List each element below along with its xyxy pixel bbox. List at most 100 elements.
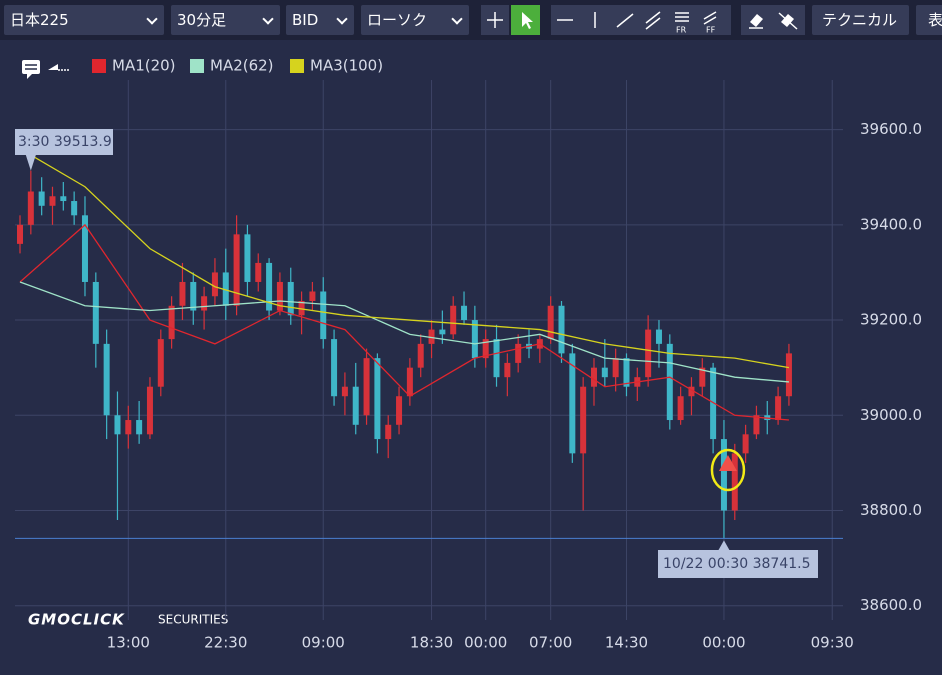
candle-body xyxy=(276,281,283,311)
candle-body xyxy=(471,320,478,359)
candle-body xyxy=(363,358,370,416)
candle-body xyxy=(655,329,662,344)
candle-body xyxy=(428,329,435,344)
candle-body xyxy=(688,386,695,397)
legend-label: MA3(100) xyxy=(310,57,383,75)
svg-text:FR: FR xyxy=(676,26,687,35)
candle-body xyxy=(222,272,229,306)
cursor-button[interactable] xyxy=(511,5,540,35)
x-tick-label: 00:00 xyxy=(464,634,507,652)
candle-body xyxy=(547,305,554,340)
candle-body xyxy=(103,343,110,416)
candle-body xyxy=(309,291,316,302)
y-tick-label: 38600.0 xyxy=(860,596,922,614)
candle-body xyxy=(287,281,294,316)
x-tick-label: 09:00 xyxy=(302,634,345,652)
y-tick-label: 39600.0 xyxy=(860,120,922,138)
x-tick-label: 00:00 xyxy=(702,634,745,652)
x-tick-label: 13:00 xyxy=(107,634,150,652)
style-select[interactable]: ローソク xyxy=(361,5,469,35)
candle-body xyxy=(92,281,99,344)
candle-body xyxy=(244,234,251,282)
candle-body xyxy=(179,281,186,306)
watermark-brand: GMOCLICK xyxy=(28,611,125,629)
candle-body xyxy=(255,262,262,282)
candle-body xyxy=(201,296,208,311)
candle-body xyxy=(81,215,88,282)
candle-body xyxy=(417,343,424,368)
table-button[interactable]: 表 xyxy=(916,5,942,35)
candle-body xyxy=(710,367,717,440)
candle-body xyxy=(450,305,457,335)
candle-body xyxy=(331,339,338,397)
candle-body xyxy=(168,305,175,340)
candle-body xyxy=(396,396,403,425)
toolbar: 日本225 30分足 BID ローソク FR FF テクニカル 表 xyxy=(0,0,942,40)
candle-body xyxy=(352,386,359,425)
candle-body xyxy=(320,291,327,340)
x-tick-label: 14:30 xyxy=(605,634,648,652)
candle-body xyxy=(233,234,240,306)
low-label-pointer xyxy=(717,540,730,551)
x-tick-label: 09:30 xyxy=(811,634,854,652)
y-tick-label: 39200.0 xyxy=(860,311,922,329)
signal-circle xyxy=(710,448,746,492)
technical-button[interactable]: テクニカル xyxy=(812,5,909,35)
candle-body xyxy=(612,358,619,378)
interval-select[interactable]: 30分足 xyxy=(171,5,280,35)
low-label: 10/22 00:30 38741.5 xyxy=(663,556,811,572)
candle-body xyxy=(753,415,760,435)
candle-body xyxy=(27,191,34,225)
candle-body xyxy=(742,434,749,454)
legend-swatch xyxy=(92,59,106,73)
candle-body xyxy=(569,353,576,454)
candle-body xyxy=(601,367,608,378)
symbol-select[interactable]: 日本225 xyxy=(4,5,164,35)
svg-text:FF: FF xyxy=(706,26,716,35)
legend-swatch xyxy=(190,59,204,73)
crosshair-button[interactable] xyxy=(481,5,509,35)
candle-body xyxy=(515,343,522,363)
candle-body xyxy=(374,358,381,440)
candle-body xyxy=(645,329,652,378)
candle-body xyxy=(406,367,413,397)
candle-body xyxy=(71,201,78,216)
erase-tools[interactable] xyxy=(741,5,805,35)
side-select[interactable]: BID xyxy=(286,5,354,35)
candle-body xyxy=(17,224,23,244)
candle-body xyxy=(677,396,684,421)
candle-body xyxy=(60,196,67,202)
candle-body xyxy=(49,196,56,206)
signal-arrow xyxy=(718,455,737,471)
ma-line xyxy=(19,281,789,383)
candle-body xyxy=(623,358,630,387)
candle-body xyxy=(590,367,597,387)
high-label-pointer xyxy=(25,155,36,171)
candle-body xyxy=(38,191,45,206)
candle-body xyxy=(211,272,218,297)
candle-body xyxy=(699,367,706,387)
candle-body xyxy=(439,329,446,335)
y-tick-label: 38800.0 xyxy=(860,501,922,519)
drawing-tools[interactable]: FR FF xyxy=(551,5,731,35)
candle-body xyxy=(136,420,143,435)
legend-label: MA2(62) xyxy=(210,57,274,75)
candle-body xyxy=(666,343,673,421)
candle-body xyxy=(190,281,197,311)
candle-body xyxy=(298,301,305,316)
y-tick-label: 39000.0 xyxy=(860,406,922,424)
x-tick-label: 22:30 xyxy=(204,634,247,652)
candle-body xyxy=(731,453,738,511)
watermark-suffix: SECURITIES xyxy=(158,613,228,627)
ma-line xyxy=(19,148,790,369)
candle-body xyxy=(146,386,153,435)
candle-body xyxy=(785,353,792,397)
high-label: 3:30 39513.9 xyxy=(18,134,112,150)
x-tick-label: 07:00 xyxy=(529,634,572,652)
candle-body xyxy=(157,339,164,387)
low-label-box xyxy=(658,550,818,578)
legend-swatch xyxy=(290,59,304,73)
high-label-box xyxy=(15,129,113,155)
